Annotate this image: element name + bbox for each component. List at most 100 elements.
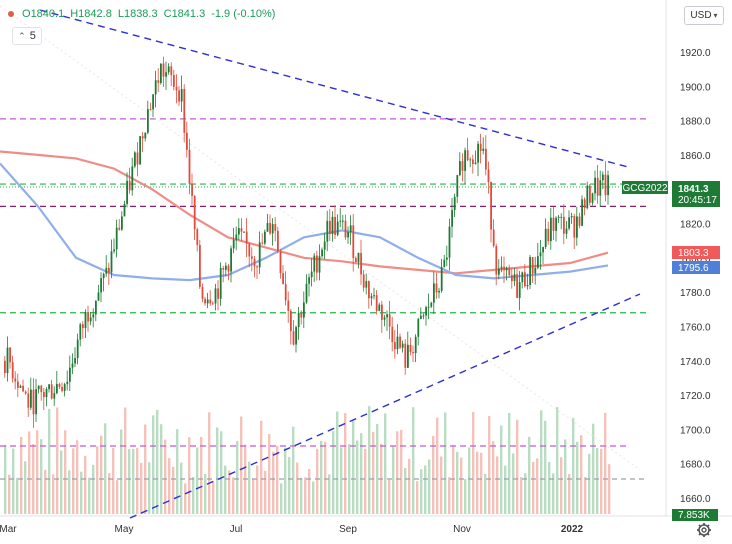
x-tick-label: May <box>115 524 134 535</box>
candle-body <box>544 228 547 247</box>
candle-body <box>542 246 544 253</box>
candle-body <box>160 63 162 83</box>
candle-body <box>178 90 180 102</box>
fan-line <box>0 5 641 471</box>
candle-body <box>248 243 251 257</box>
candle-body <box>331 216 334 235</box>
candle-body <box>425 307 427 316</box>
candle-body <box>115 227 118 250</box>
candle-body <box>212 303 214 305</box>
volume-bar <box>148 462 151 514</box>
candle-body <box>74 358 76 364</box>
volume-bar <box>492 441 495 514</box>
candle-body <box>388 314 391 327</box>
candle-body <box>282 273 284 285</box>
candle-body <box>256 266 258 268</box>
period-toggle[interactable]: ⌃ 5 <box>12 27 42 45</box>
ma-long-text: 1803.3 <box>678 248 709 259</box>
candle-body <box>165 72 167 77</box>
volume-bar <box>560 457 563 514</box>
volume-bar <box>156 409 159 514</box>
volume-bar <box>528 436 531 514</box>
candle-body <box>251 256 253 259</box>
candle-body <box>409 344 412 353</box>
candle-body <box>308 277 310 284</box>
candle-body <box>139 136 141 165</box>
candle-body <box>570 215 573 218</box>
candle-body <box>56 383 58 394</box>
volume-bar <box>588 453 591 514</box>
candle-body <box>329 220 331 235</box>
volume-bar <box>160 424 163 514</box>
candle-body <box>466 150 469 161</box>
candle-body <box>235 234 238 240</box>
volume-bar <box>436 417 439 514</box>
candle-body <box>24 391 27 394</box>
candle-body <box>589 185 591 203</box>
volume-bar <box>60 450 63 514</box>
gear-icon[interactable] <box>696 522 712 538</box>
volume-bar <box>72 448 75 514</box>
candle-body <box>240 228 243 232</box>
volume-bar <box>548 461 551 514</box>
volume-bar <box>524 473 527 514</box>
candle-body <box>206 299 209 304</box>
price-axis[interactable]: 1920.01900.01880.01860.01840.01820.01800… <box>680 48 711 505</box>
candle-body <box>95 300 97 315</box>
y-tick-label: 1880.0 <box>680 117 711 128</box>
volume-bar <box>16 477 19 514</box>
candle-body <box>102 273 105 279</box>
candle-body <box>305 283 308 303</box>
candle-body <box>516 274 518 298</box>
candle-body <box>417 318 420 337</box>
y-tick-label: 1700.0 <box>680 425 711 436</box>
candle-body <box>154 80 157 95</box>
candle-body <box>396 336 399 350</box>
volume-label: 7.853K <box>672 509 718 521</box>
candle-body <box>537 256 539 268</box>
volume-bar <box>340 447 343 514</box>
volume-bar <box>88 477 91 514</box>
currency-select[interactable]: USD ▾ <box>684 6 724 25</box>
x-tick-label: Jul <box>230 524 243 535</box>
volume-bar <box>392 446 395 514</box>
volume-bar <box>292 426 295 514</box>
volume-bar <box>248 461 251 514</box>
candle-body <box>284 284 287 301</box>
candle-body <box>342 220 344 222</box>
volume-bar <box>152 415 155 514</box>
volume-bar <box>456 451 459 514</box>
candle-body <box>492 229 495 246</box>
candle-body <box>61 386 63 391</box>
candle-body <box>407 344 409 368</box>
candle-body <box>196 229 199 246</box>
candle-body <box>193 195 196 230</box>
candle-body <box>199 245 201 287</box>
volume-bar <box>500 425 503 514</box>
volume-bar <box>404 467 407 514</box>
candle-body <box>355 258 357 262</box>
candle-body <box>602 174 604 181</box>
volume-bar <box>120 429 123 514</box>
time-axis[interactable]: Mar May Jul Sep Nov 2022 <box>0 524 584 535</box>
chevron-up-icon: ⌃ <box>18 30 26 41</box>
volume-bar <box>580 435 583 514</box>
y-tick-label: 1780.0 <box>680 288 711 299</box>
candle-body <box>347 232 349 238</box>
volume-bar <box>212 482 215 514</box>
candle-body <box>4 360 6 374</box>
candle-body <box>594 177 596 194</box>
ohlc-legend: O1840.1 H1842.8 L1838.3 C1841.3 -1.9 (-0… <box>8 8 275 20</box>
candle-body <box>40 385 43 393</box>
candle-body <box>336 221 339 235</box>
candle-body <box>113 249 115 252</box>
volume-bar <box>368 406 371 514</box>
volume-bar <box>428 459 431 514</box>
candle-body <box>108 267 110 273</box>
low-label: L <box>117 8 124 20</box>
candle-body <box>529 257 531 285</box>
candle-body <box>37 385 40 390</box>
symbol-text: GCG2022 <box>622 183 667 194</box>
candle-body <box>511 275 513 282</box>
